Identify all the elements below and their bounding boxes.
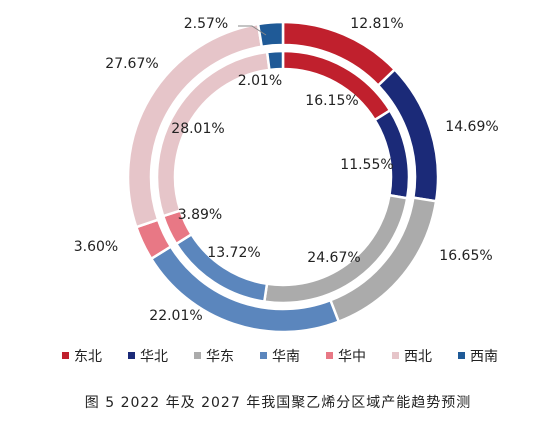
inner-ring xyxy=(155,49,411,305)
inner-label-西北: 28.01% xyxy=(171,121,224,137)
legend-swatch-东北 xyxy=(62,352,69,359)
outer-label-华东: 16.65% xyxy=(439,248,492,264)
outer-slice-西南 xyxy=(256,20,285,49)
legend-swatch-华东 xyxy=(194,352,201,359)
outer-label-华中: 3.60% xyxy=(74,239,118,255)
legend-label-华北: 华北 xyxy=(140,349,168,365)
outer-label-华南: 22.01% xyxy=(149,308,202,324)
data-labels: 12.81% 14.69% 16.65% 22.01% 3.60% 27.67% 2.57%… xyxy=(74,16,499,324)
legend-label-华中: 华中 xyxy=(338,349,366,365)
legend-label-东北: 东北 xyxy=(74,349,102,365)
inner-slice-西南 xyxy=(265,49,285,72)
inner-label-华中: 3.89% xyxy=(178,207,222,223)
leader-line xyxy=(238,25,267,36)
inner-label-西南: 2.01% xyxy=(238,73,282,89)
inner-label-华北: 11.55% xyxy=(340,157,393,173)
inner-label-东北: 16.15% xyxy=(305,93,358,109)
legend-label-西北: 西北 xyxy=(404,349,432,365)
legend-label-华南: 华南 xyxy=(272,349,300,365)
outer-label-西北: 27.67% xyxy=(105,56,158,72)
inner-label-华南: 13.72% xyxy=(207,245,260,261)
legend-swatch-西北 xyxy=(392,352,399,359)
outer-label-西南: 2.57% xyxy=(184,16,228,32)
legend-label-西南: 西南 xyxy=(470,349,498,365)
legend-swatch-西南 xyxy=(458,352,465,359)
legend: 东北 华北 华东 华南 华中 西北 西南 xyxy=(62,349,498,365)
legend-swatch-华北 xyxy=(128,352,135,359)
outer-label-华北: 14.69% xyxy=(445,119,498,135)
outer-label-东北: 12.81% xyxy=(350,16,403,32)
legend-swatch-华中 xyxy=(326,352,333,359)
legend-label-华东: 华东 xyxy=(206,349,234,365)
outer-ring xyxy=(126,20,440,334)
inner-label-华东: 24.67% xyxy=(307,250,360,266)
figure-caption: 图 5 2022 年及 2027 年我国聚乙烯分区域产能趋势预测 xyxy=(84,395,472,411)
legend-swatch-华南 xyxy=(260,352,267,359)
